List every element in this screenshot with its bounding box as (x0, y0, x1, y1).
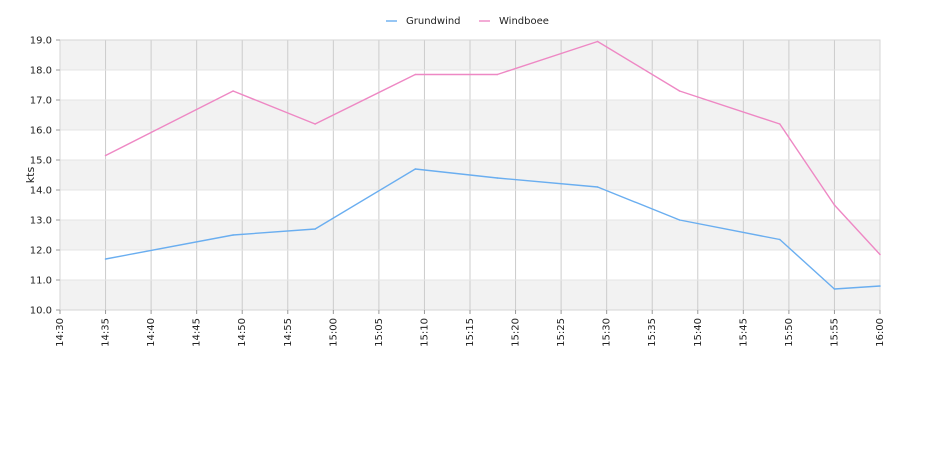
data-point (678, 90, 681, 92)
x-tick-label: 15:35 (647, 318, 658, 347)
x-tick-label: 14:35 (101, 318, 112, 347)
data-point (232, 234, 234, 236)
series-line-grundwind (105, 168, 881, 290)
data-point (879, 253, 881, 256)
y-tick-label: 19.0 (30, 36, 52, 47)
data-point (414, 168, 417, 170)
series-lines (104, 40, 881, 290)
series-line-windboee (105, 40, 881, 255)
x-tick-label: 15:25 (556, 318, 567, 347)
y-tick-label: 16.0 (30, 126, 52, 137)
x-axis-ticks: 14:30 14:35 14:40 14:45 14:50 14:55 15:00 15:05… (55, 310, 886, 347)
data-point (678, 219, 681, 221)
x-tick-label: 14:30 (55, 318, 66, 347)
y-tick-label: 17.0 (30, 96, 52, 107)
x-tick-label: 15:45 (738, 318, 749, 347)
data-point (778, 123, 781, 125)
data-point (778, 238, 781, 241)
data-point (596, 186, 599, 188)
data-point (314, 228, 316, 230)
y-tick-label: 18.0 (30, 66, 52, 77)
y-tick-label: 10.0 (30, 306, 52, 317)
x-tick-label: 15:50 (784, 318, 795, 347)
x-tick-label: 15:40 (693, 318, 704, 347)
x-tick-label: 15:15 (465, 318, 476, 347)
x-tick-label: 15:00 (328, 318, 339, 347)
legend: Grundwind Windboee (386, 16, 549, 27)
x-tick-label: 14:45 (192, 318, 203, 347)
data-point (104, 154, 107, 157)
data-point (833, 288, 836, 290)
x-tick-label: 14:50 (237, 318, 248, 347)
x-tick-label: 14:40 (146, 318, 157, 347)
data-point (232, 90, 234, 92)
data-point (414, 73, 417, 76)
data-point (104, 258, 107, 260)
x-tick-label: 15:55 (829, 318, 840, 347)
x-tick-label: 15:05 (374, 318, 385, 347)
x-tick-label: 15:10 (419, 318, 430, 347)
data-point (496, 177, 499, 179)
y-axis-title: kts (24, 167, 37, 184)
x-tick-label: 16:00 (875, 318, 886, 347)
data-point (833, 204, 836, 206)
y-axis-ticks: 10.0 11.0 12.0 13.0 14.0 15.0 16.0 17.0 18.0 19.0 (30, 36, 60, 317)
legend-label-windboee: Windboee (499, 16, 549, 27)
y-tick-label: 14.0 (30, 186, 52, 197)
y-tick-label: 12.0 (30, 246, 52, 257)
x-tick-label: 14:55 (283, 318, 294, 347)
y-tick-label: 11.0 (30, 276, 52, 287)
data-point (879, 285, 881, 287)
legend-label-grundwind: Grundwind (406, 16, 461, 27)
y-tick-label: 13.0 (30, 216, 52, 227)
data-point (596, 40, 599, 43)
data-point (314, 123, 316, 125)
x-tick-label: 15:30 (602, 318, 613, 347)
y-tick-label: 15.0 (30, 156, 52, 167)
data-point (496, 73, 499, 76)
x-tick-label: 15:20 (511, 318, 522, 347)
